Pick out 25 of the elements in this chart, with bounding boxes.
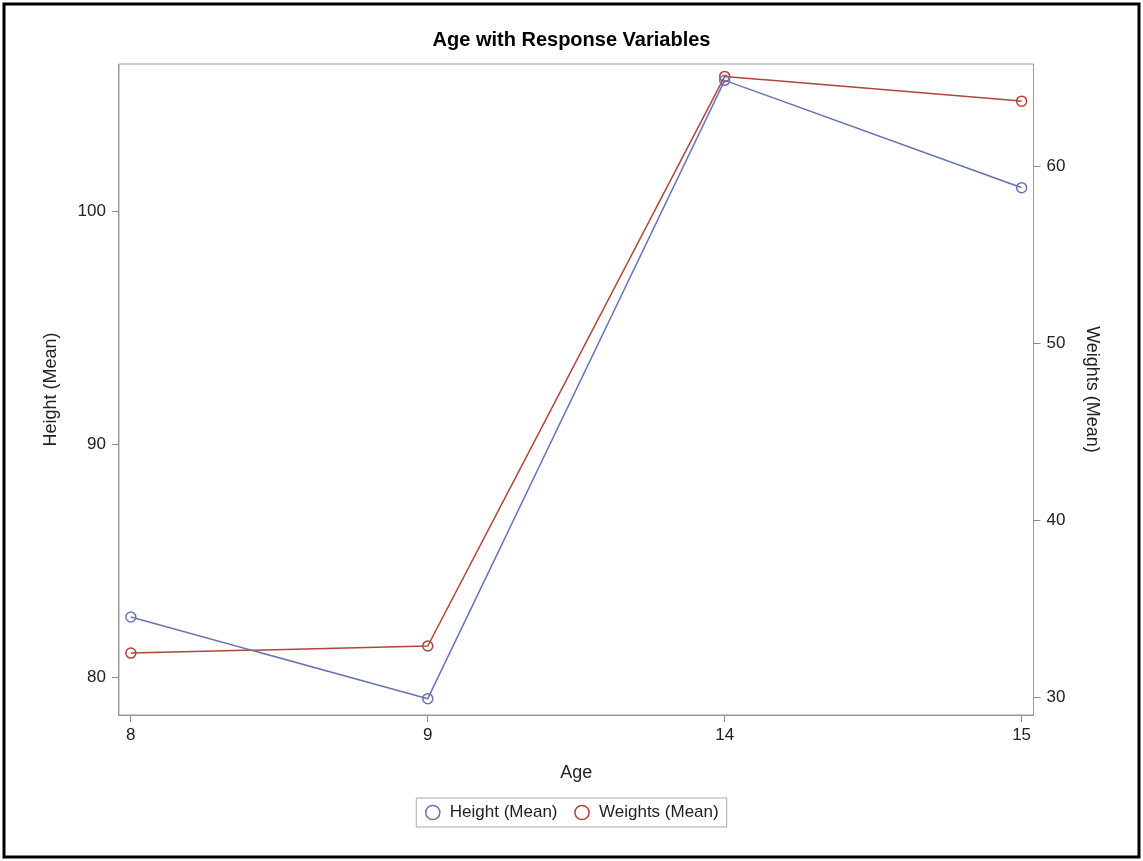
- y2-tick-label: 60: [1046, 156, 1066, 176]
- x-tick-label: 14: [715, 724, 735, 744]
- point: [718, 74, 731, 87]
- y2-tick-label: 50: [1046, 333, 1066, 353]
- x-tick-label: 15: [1012, 724, 1032, 744]
- x-axis-title: Age: [560, 762, 593, 783]
- point: [422, 640, 434, 652]
- point: [1015, 181, 1028, 194]
- chart-title: Age with Response Variables: [432, 27, 711, 50]
- point: [125, 647, 137, 659]
- point: [422, 692, 434, 705]
- legend-label: Weights (Mean): [599, 802, 719, 822]
- legend-label: Height (Mean): [449, 802, 558, 822]
- y2-tick-label: 30: [1046, 687, 1066, 706]
- y-axis-title: Height (Mean): [39, 332, 60, 447]
- x-tick-label: 8: [126, 724, 136, 744]
- point: [1015, 95, 1028, 107]
- point: [718, 70, 731, 83]
- y2-tick-label: 40: [1046, 510, 1066, 530]
- y-tick-label: 100: [77, 200, 106, 220]
- y-tick-label: 80: [87, 667, 106, 687]
- y-tick-label: 90: [87, 434, 106, 454]
- y2-axis-title: Weights (Mean): [1083, 326, 1104, 453]
- x-tick-label: 9: [423, 724, 433, 744]
- point: [125, 611, 137, 623]
